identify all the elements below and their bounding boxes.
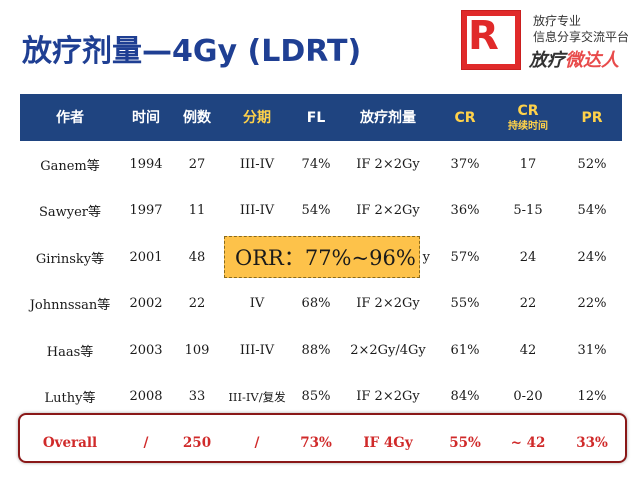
cell-pr: 52% [577, 156, 607, 172]
logo-letter: R [468, 13, 499, 59]
cell-dose: IF 2×2Gy [356, 389, 420, 405]
cell-fl: 88% [301, 342, 331, 358]
cell-year: 2001 [129, 249, 163, 265]
col-header-cases: 例数 [183, 109, 211, 126]
logo-brand-accent: 微达人 [565, 50, 619, 71]
cell-cr-duration: 0-20 [513, 389, 543, 405]
logo-tagline-1: 放疗专业 [533, 14, 582, 28]
logo-mark: R [461, 10, 521, 70]
table-row: Johnnssan等 2002 22 IV 68% IF 2×2Gy 55% 2… [20, 281, 622, 328]
cell-fl: 74% [301, 156, 331, 172]
cell-stage: III-IV [239, 156, 275, 172]
logo-tagline-2: 信息分享交流平台 [533, 30, 630, 44]
cell-fl: 68% [301, 296, 331, 312]
cell-author: Luthy等 [44, 391, 96, 407]
cell-overall-fl: 73% [300, 435, 332, 452]
cell-cr-duration: 5-15 [513, 203, 543, 219]
cell-cases: 48 [188, 249, 206, 265]
cell-dose: 2×2Gy/4Gy [350, 342, 426, 358]
cell-pr: 31% [577, 342, 607, 358]
col-header-fl: FL [306, 109, 326, 126]
cell-dose: IF 2×2Gy [356, 156, 420, 172]
cell-pr: 22% [577, 296, 607, 312]
cell-dose: y [422, 249, 430, 265]
cell-cases: 33 [188, 389, 206, 405]
cell-year: 2003 [129, 342, 163, 358]
cell-pr: 54% [577, 203, 607, 219]
col-header-author: 作者 [56, 109, 84, 126]
slide-title: 放疗剂量—4Gy (LDRT) [22, 34, 362, 69]
cell-fl: 54% [301, 203, 331, 219]
cell-pr: 24% [577, 249, 607, 265]
table-row: Ganem等 1994 27 III-IV 74% IF 2×2Gy 37% 1… [20, 141, 622, 188]
cell-cr: 37% [450, 156, 480, 172]
overall-row: Overall / 250 / 73% IF 4Gy 55% ~ 42 33% [20, 420, 622, 467]
cell-author: Ganem等 [40, 158, 100, 174]
cell-overall-cr-duration: ~ 42 [510, 435, 546, 452]
cell-dose: IF 2×2Gy [356, 203, 420, 219]
cell-author: Haas等 [46, 344, 94, 360]
col-header-dose: 放疗剂量 [360, 109, 416, 126]
cell-cases: 109 [184, 342, 210, 358]
col-header-cr: CR [454, 109, 476, 126]
cell-cases: 11 [188, 203, 206, 219]
dose-table-wrap: 作者 时间 例数 分期 FL 放疗剂量 CR CR 持续时间 PR Ganem等 … [20, 94, 622, 467]
brand-logo: R 放疗专业 信息分享交流平台 放疗微达人 [461, 10, 632, 72]
cell-cr: 55% [450, 296, 480, 312]
cell-stage: III-IV [239, 342, 275, 358]
cell-stage: III-IV [239, 203, 275, 219]
cell-overall-stage: / [254, 435, 260, 452]
col-header-year: 时间 [132, 109, 160, 126]
cell-year: 2008 [129, 389, 163, 405]
logo-brand-name: 放疗微达人 [529, 46, 619, 72]
orr-callout: ORR：77%~96% [224, 236, 420, 278]
cell-overall-pr: 33% [576, 435, 608, 452]
cell-overall-dose: IF 4Gy [363, 435, 413, 452]
logo-brand-part: 放疗 [529, 50, 565, 71]
cell-cr: 61% [450, 342, 480, 358]
cell-overall-cases: 250 [182, 435, 212, 452]
cell-overall-label: Overall [42, 435, 98, 452]
cell-cases: 27 [188, 156, 206, 172]
col-header-stage: 分期 [243, 109, 271, 126]
cell-year: 2002 [129, 296, 163, 312]
cell-cr: 57% [450, 249, 480, 265]
cell-year: 1997 [129, 203, 163, 219]
cell-author: Girinsky等 [35, 251, 105, 267]
table-header-row: 作者 时间 例数 分期 FL 放疗剂量 CR CR 持续时间 PR [20, 94, 622, 141]
dose-table: 作者 时间 例数 分期 FL 放疗剂量 CR CR 持续时间 PR Ganem等 … [20, 94, 622, 467]
cell-stage: IV [249, 296, 265, 312]
cell-cr-duration: 24 [519, 249, 537, 265]
cell-overall-year: / [143, 435, 149, 452]
cell-overall-cr: 55% [449, 435, 481, 452]
table-row: Luthy等 2008 33 III-IV/复发 85% IF 2×2Gy 84… [20, 374, 622, 421]
cell-cr: 36% [450, 203, 480, 219]
cell-cases: 22 [188, 296, 206, 312]
table-row: Sawyer等 1997 11 III-IV 54% IF 2×2Gy 36% … [20, 188, 622, 235]
cell-dose: IF 2×2Gy [356, 296, 420, 312]
col-header-cr-duration: CR 持续时间 [508, 102, 548, 132]
cell-cr-duration: 42 [519, 342, 537, 358]
cell-year: 1994 [129, 156, 163, 172]
table-row: Girinsky等 2001 48 y 57% 24 24% [20, 234, 622, 281]
cell-pr: 12% [577, 389, 607, 405]
cell-stage: III-IV/复发 [228, 389, 286, 404]
col-header-pr: PR [581, 109, 603, 126]
cell-cr-duration: 17 [519, 156, 537, 172]
table-row: Haas等 2003 109 III-IV 88% 2×2Gy/4Gy 61% … [20, 327, 622, 374]
cell-cr-duration: 22 [519, 296, 537, 312]
cell-fl: 85% [301, 389, 331, 405]
cell-author: Johnnssan等 [29, 298, 111, 314]
cell-author: Sawyer等 [38, 205, 102, 221]
cell-cr: 84% [450, 389, 480, 405]
